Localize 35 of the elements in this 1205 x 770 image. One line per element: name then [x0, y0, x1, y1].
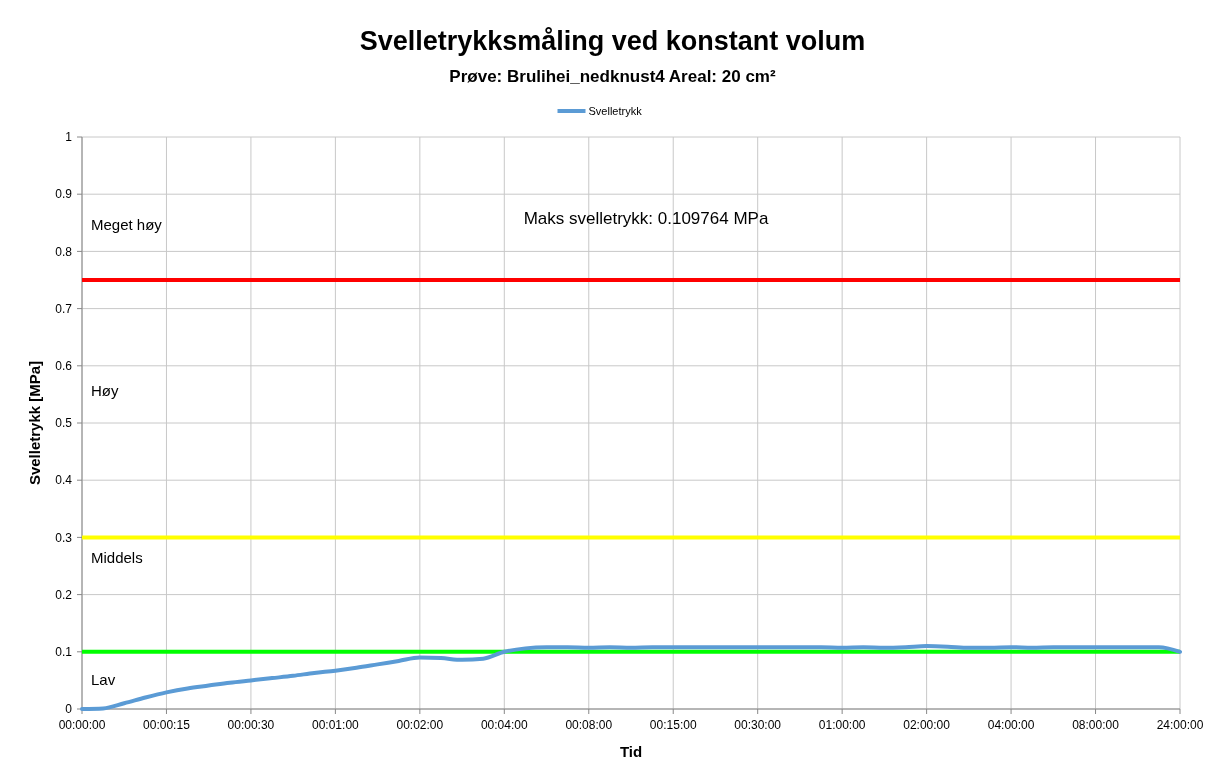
x-tick-label: 24:00:00	[1156, 718, 1204, 732]
x-tick-label: 00:00:00	[58, 718, 106, 732]
y-tick-label: 0.7	[55, 301, 73, 316]
y-tick-label: 0.3	[55, 530, 73, 545]
chart-subtitle: Prøve: Brulihei_nedknust4 Areal: 20 cm²	[449, 67, 776, 86]
x-tick-label: 04:00:00	[987, 718, 1035, 732]
y-tick-label: 0.5	[55, 416, 73, 431]
x-tick-label: 00:00:30	[227, 718, 275, 732]
y-tick-label: 0.8	[55, 244, 73, 259]
x-tick-label: 00:01:00	[312, 718, 360, 732]
x-tick-label: 01:00:00	[818, 718, 866, 732]
chart-title: Svelletrykksmåling ved konstant volum	[359, 26, 866, 56]
x-tick-label: 00:04:00	[480, 718, 528, 732]
x-tick-label: 02:00:00	[903, 718, 951, 732]
x-tick-label: 00:30:00	[734, 718, 782, 732]
y-tick-label: 0.4	[55, 473, 73, 488]
y-axis-title: Svelletrykk [MPa]	[26, 360, 43, 486]
annotation: Maks svelletrykk: 0.109764 MPa	[523, 208, 769, 228]
y-tick-label: 0.2	[55, 587, 73, 602]
y-tick-label: 0.1	[55, 645, 73, 659]
annotation: Meget høy	[91, 216, 163, 234]
y-tick-label: 0.6	[55, 359, 73, 373]
y-tick-label: 1	[65, 130, 73, 145]
y-tick-label: 0	[65, 702, 73, 717]
x-tick-label: 08:00:00	[1072, 718, 1120, 732]
y-tick-label: 0.9	[55, 187, 73, 202]
legend-label: Svelletrykk	[588, 104, 643, 117]
x-tick-label: 00:08:00	[565, 718, 613, 732]
x-axis-title: Tid	[619, 743, 643, 760]
x-tick-label: 00:15:00	[649, 718, 697, 732]
annotation: Lav	[91, 671, 116, 689]
x-tick-label: 00:02:00	[396, 718, 444, 732]
annotation: Middels	[91, 549, 143, 567]
annotation: Høy	[91, 382, 119, 400]
x-tick-label: 00:00:15	[143, 718, 191, 732]
